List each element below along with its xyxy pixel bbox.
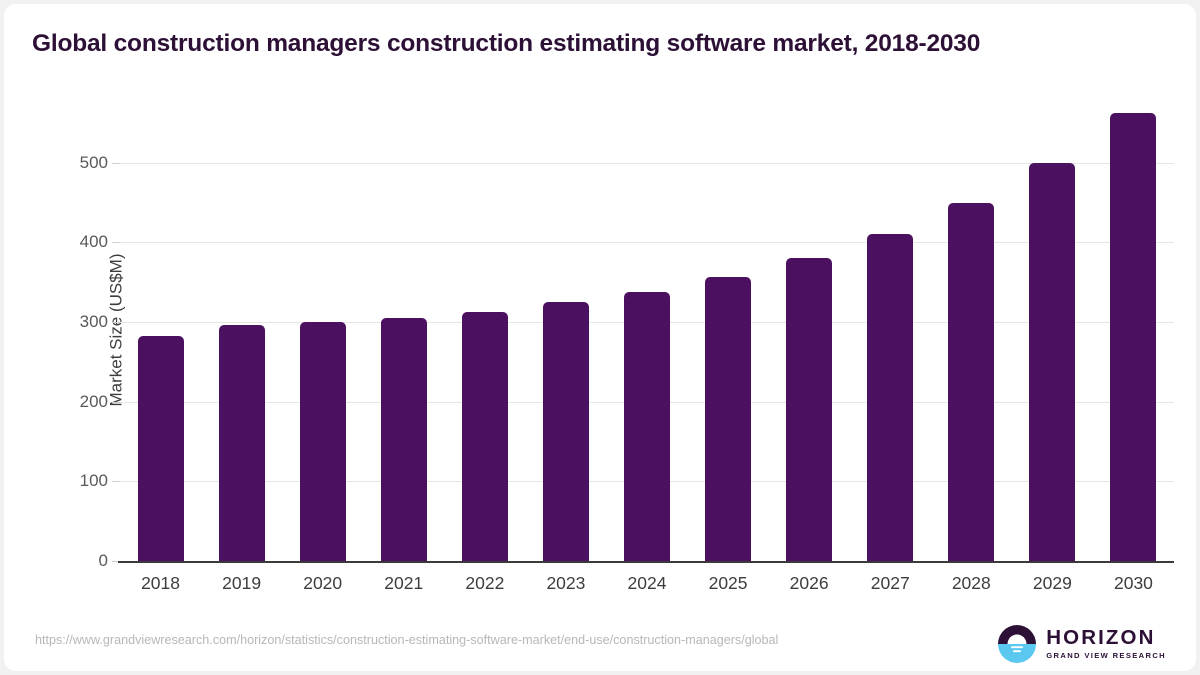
x-axis-tick-label: 2029 <box>1032 573 1072 593</box>
logo-text: HORIZON GRAND VIEW RESEARCH <box>1046 625 1166 661</box>
x-axis-tick-label: 2028 <box>951 573 991 593</box>
bar[interactable] <box>461 312 508 561</box>
y-axis-tick-mark <box>112 561 120 562</box>
page-title: Global construction managers constructio… <box>32 30 981 57</box>
bar[interactable] <box>867 233 914 561</box>
x-axis-tick-label: 2030 <box>1113 573 1153 593</box>
x-axis-tick-label: 2020 <box>303 573 343 593</box>
horizon-logo-icon <box>998 625 1037 663</box>
y-axis-tick-label: 200 <box>79 391 108 411</box>
y-axis-tick-mark <box>112 242 120 244</box>
x-axis-tick-label: 2026 <box>789 573 829 593</box>
x-axis-tick-label: 2025 <box>708 573 748 593</box>
y-axis-tick-mark <box>112 162 120 164</box>
bar[interactable] <box>948 202 995 561</box>
bar[interactable] <box>786 257 833 561</box>
x-axis-tick-label: 2019 <box>222 573 262 593</box>
bar[interactable] <box>137 336 184 561</box>
bar[interactable] <box>542 302 589 561</box>
bar[interactable] <box>380 318 427 561</box>
y-axis-tick-label: 300 <box>79 312 108 332</box>
bar[interactable] <box>299 322 346 561</box>
bar[interactable] <box>1110 113 1157 561</box>
x-axis-tick-label: 2023 <box>546 573 586 593</box>
y-axis-tick-label: 100 <box>79 471 108 491</box>
bar[interactable] <box>705 276 752 561</box>
y-axis-tick-mark <box>112 322 120 324</box>
x-axis-tick-label: 2027 <box>870 573 910 593</box>
bar[interactable] <box>218 325 265 561</box>
bar[interactable] <box>1029 162 1076 561</box>
y-axis-tick-label: 400 <box>79 232 108 252</box>
gridline <box>120 162 1174 164</box>
chart-card: Global construction managers constructio… <box>4 4 1196 671</box>
bar[interactable] <box>624 291 670 561</box>
x-axis-tick-label: 2021 <box>384 573 424 593</box>
x-axis-tick-label: 2022 <box>465 573 505 593</box>
logo-wordmark: HORIZON <box>1046 625 1156 649</box>
y-axis-tick-label: 500 <box>79 152 108 172</box>
plot-area: 0 100 200 300 400 500 2018 2019 2020 2021 2022 202… <box>80 99 1174 593</box>
source-url[interactable]: https://www.grandviewresearch.com/horizo… <box>35 633 779 647</box>
gridline <box>120 242 1174 244</box>
x-axis-tick-label: 2024 <box>627 573 667 593</box>
y-axis-tick-mark <box>112 481 120 483</box>
y-axis-tick-mark <box>112 401 120 403</box>
x-axis-tick-label: 2018 <box>141 573 180 593</box>
x-axis-line <box>118 561 1174 563</box>
bar-series <box>120 99 1174 561</box>
y-axis-tick-label: 0 <box>98 551 108 570</box>
horizon-logo: HORIZON GRAND VIEW RESEARCH <box>997 622 1166 666</box>
logo-subtitle: GRAND VIEW RESEARCH <box>1046 651 1166 661</box>
